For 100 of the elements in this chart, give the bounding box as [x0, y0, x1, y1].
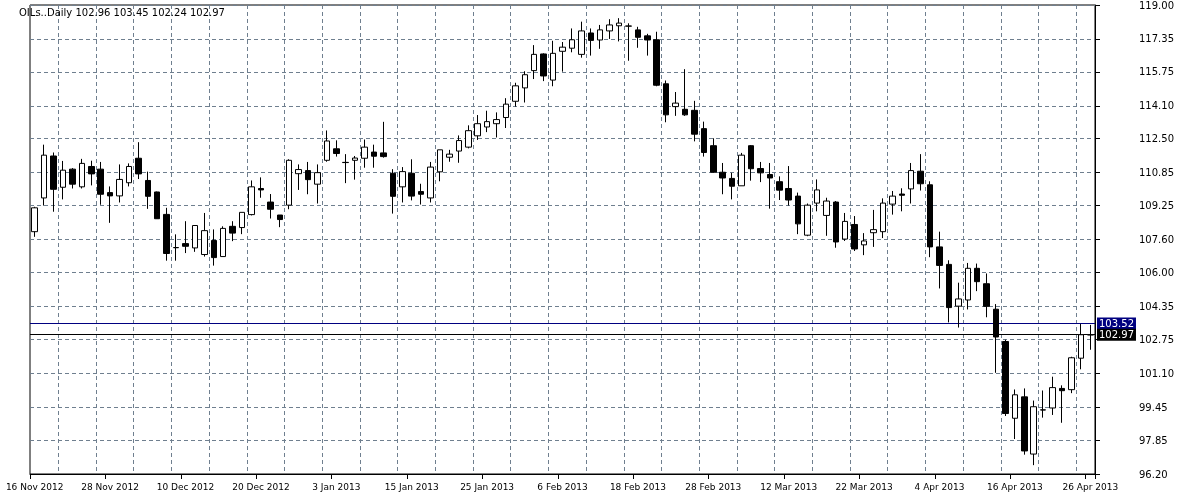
y-tick-label: 104.35: [1139, 300, 1174, 312]
candlestick: [710, 137, 717, 174]
candlestick: [842, 212, 848, 242]
candlestick: [50, 151, 57, 213]
y-tick-label: 112.50: [1139, 133, 1174, 145]
ref-line-label: 103.52: [1099, 317, 1134, 329]
candlestick: [540, 52, 547, 82]
y-tick-label: 109.25: [1139, 200, 1174, 212]
candlestick: [41, 144, 47, 207]
candlestick: [286, 158, 292, 210]
candlestick: [767, 162, 773, 210]
candlestick: [390, 168, 396, 215]
y-tick-label: 119.00: [1139, 0, 1174, 11]
candlestick: [531, 44, 537, 80]
candlestick: [606, 18, 613, 40]
candlestick: [823, 197, 830, 237]
x-tick-label: 20 Dec 2012: [232, 481, 290, 492]
candlestick: [795, 192, 801, 235]
x-tick-label: 28 Nov 2012: [81, 481, 139, 492]
x-tick-label: 6 Feb 2013: [537, 481, 588, 492]
y-tick-label: 107.60: [1139, 234, 1174, 245]
candlestick: [295, 163, 302, 191]
candlestick: [559, 41, 566, 73]
candlestick: [757, 161, 764, 183]
candlestick: [899, 187, 905, 212]
y-tick-label: 99.45: [1139, 401, 1168, 413]
chart-title: OILs..Daily 102.96 103.45 102.24 102.97: [19, 6, 225, 18]
y-tick-label: 106.00: [1139, 266, 1174, 278]
candlestick: [229, 220, 236, 242]
candlestick: [861, 232, 867, 256]
candlestick: [748, 144, 754, 182]
y-tick-label: 97.85: [1139, 434, 1168, 446]
candlestick: [946, 259, 952, 323]
y-tick-label: 110.85: [1139, 167, 1174, 179]
candlestick: [163, 207, 170, 262]
candlestick: [569, 27, 575, 53]
candlestick: [1059, 384, 1065, 424]
candlestick: [729, 172, 735, 200]
candlestick: [211, 228, 217, 267]
candlestick: [701, 121, 707, 158]
candlestick: [88, 160, 95, 186]
candlestick: [465, 124, 472, 149]
x-tick-label: 28 Feb 2013: [685, 481, 742, 492]
candlestick: [1030, 400, 1037, 466]
x-tick-label: 22 Mar 2013: [835, 481, 893, 492]
candlestick: [870, 209, 877, 248]
candlestick: [361, 139, 368, 169]
candlestick: [380, 121, 387, 159]
candlestick: [1068, 356, 1075, 394]
candlestick: [69, 167, 76, 189]
x-tick-label: 26 Apr 2013: [1062, 481, 1119, 492]
candlestick: [1021, 387, 1028, 456]
candlestick: [267, 193, 274, 220]
candlestick: [776, 175, 783, 201]
y-tick-label: 117.35: [1139, 33, 1174, 45]
candlestick: [936, 231, 943, 289]
candlestick: [239, 211, 245, 235]
candlestick: [192, 225, 198, 253]
candlestick: [408, 158, 415, 201]
candlestick: [60, 160, 66, 200]
candlestick: [456, 134, 462, 164]
candlestick: [277, 214, 283, 228]
candlestick: [399, 166, 406, 203]
candlestick: [955, 282, 962, 329]
candlestick: [1002, 339, 1009, 417]
candlestick: [342, 153, 349, 184]
candlestick: [719, 162, 726, 195]
candlestick: [682, 68, 688, 117]
candlestick: [182, 220, 189, 254]
candlestick: [588, 27, 594, 57]
candlestick: [371, 144, 377, 169]
x-tick-label: 12 Mar 2013: [760, 481, 818, 492]
candlestick: [804, 203, 811, 237]
candlestick: [691, 100, 698, 142]
candlestick: [522, 70, 528, 103]
candlestick: [625, 22, 632, 62]
x-tick-label: 10 Dec 2012: [156, 481, 215, 492]
candlestick: [333, 139, 340, 158]
candlestick: [97, 161, 104, 206]
candlestick: [974, 263, 980, 292]
candlestick: [635, 26, 641, 49]
candlestick: [258, 176, 264, 199]
candlestick: [503, 97, 509, 129]
candlestick: [738, 152, 745, 187]
y-tick-label: 96.20: [1139, 468, 1168, 480]
candlestick: [1040, 389, 1046, 419]
candlestick: [107, 185, 113, 224]
y-tick-label: 101.10: [1139, 367, 1174, 379]
candlestick: [663, 79, 669, 123]
candlestick: [851, 215, 858, 252]
candlestick: [352, 155, 358, 181]
candlestick: [324, 129, 330, 163]
candlestick: [1012, 388, 1018, 440]
candlestick: [814, 178, 820, 212]
candlestick: [672, 91, 679, 117]
candlestick: [427, 161, 434, 203]
candlestick: [880, 197, 886, 239]
y-tick-label: 114.10: [1139, 100, 1174, 112]
candlestick: [248, 179, 255, 216]
candlestick: [305, 161, 311, 195]
